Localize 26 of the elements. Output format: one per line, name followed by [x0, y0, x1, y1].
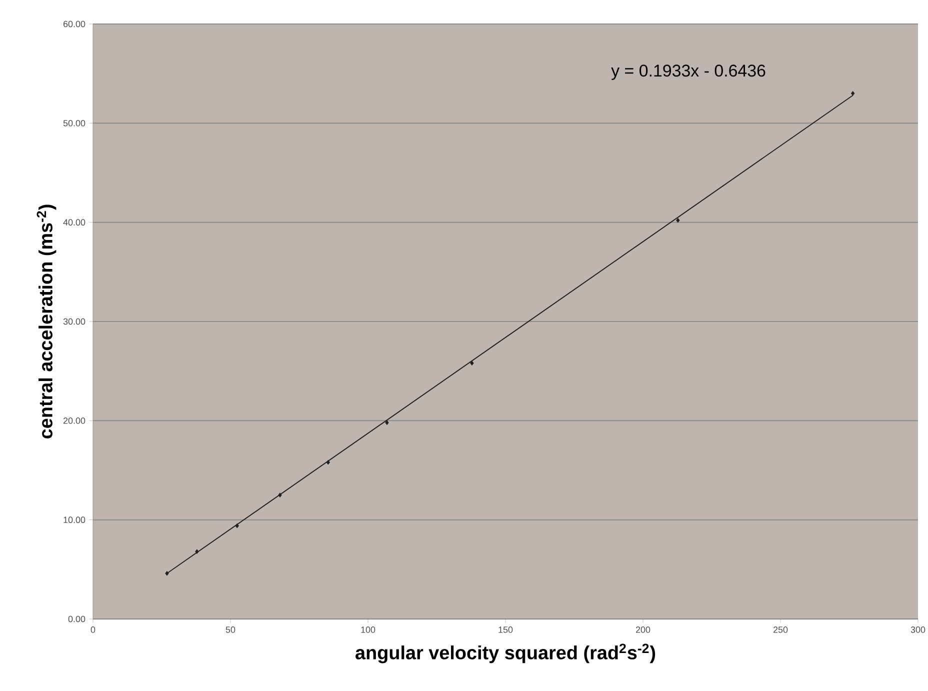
x-tick-label: 200: [636, 626, 650, 633]
point: [235, 523, 239, 528]
annotation: y = 0.1933x - 0.6436: [611, 64, 766, 80]
point: [326, 460, 330, 465]
y-tick-label: 40.00: [63, 219, 86, 226]
x-axis-title: angular velocity squared (rad$^{2}$s$^{-2}$): [356, 644, 656, 664]
y-tick-label: 60.00: [63, 20, 86, 28]
x-tick-label: 150: [498, 626, 513, 633]
y-tick-label: 0.00: [68, 616, 86, 622]
x-tick-label: 300: [910, 626, 926, 633]
y-tick-label: 10.00: [64, 516, 86, 524]
y-tick-label: 20.00: [63, 417, 86, 424]
x-tick-label: 50: [226, 626, 236, 633]
point: [165, 570, 169, 576]
x-tick-label: 100: [361, 626, 376, 633]
y-tick-label: 30.00: [63, 318, 86, 325]
point: [385, 420, 389, 426]
point: [195, 549, 199, 554]
x-tick-label: 250: [773, 626, 788, 633]
y-tick-label: 50.00: [63, 120, 86, 126]
point: [278, 492, 282, 498]
x-tick-label: 0: [90, 626, 96, 633]
point: [470, 360, 474, 366]
point: [676, 218, 680, 223]
point: [850, 91, 855, 96]
y-axis-title: central acceleration (ms$^{-2}$): [36, 204, 56, 438]
